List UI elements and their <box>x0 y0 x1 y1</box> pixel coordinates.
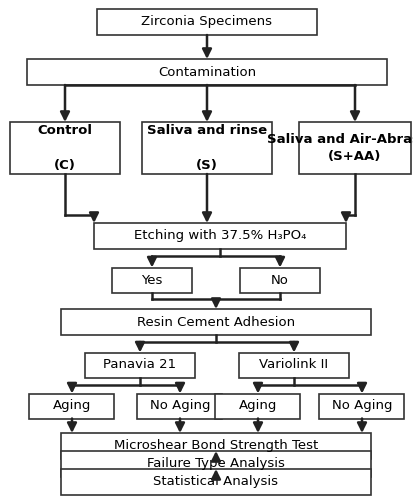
FancyBboxPatch shape <box>27 59 386 85</box>
Text: No Aging: No Aging <box>150 400 210 412</box>
Text: Resin Cement Adhesion: Resin Cement Adhesion <box>137 316 294 328</box>
FancyBboxPatch shape <box>61 309 370 335</box>
Text: Aging: Aging <box>238 400 277 412</box>
FancyBboxPatch shape <box>97 9 316 35</box>
Text: Saliva and Air-Abrasion
(S+AA): Saliva and Air-Abrasion (S+AA) <box>266 133 413 163</box>
FancyBboxPatch shape <box>142 122 271 174</box>
Text: Variolink II: Variolink II <box>259 358 328 372</box>
FancyBboxPatch shape <box>85 352 195 378</box>
FancyBboxPatch shape <box>10 122 120 174</box>
FancyBboxPatch shape <box>319 394 404 418</box>
FancyBboxPatch shape <box>61 433 370 459</box>
Text: Statistical Analysis: Statistical Analysis <box>153 476 278 488</box>
FancyBboxPatch shape <box>137 394 222 418</box>
FancyBboxPatch shape <box>61 469 370 495</box>
Text: Etching with 37.5% H₃PO₄: Etching with 37.5% H₃PO₄ <box>133 230 306 242</box>
FancyBboxPatch shape <box>240 268 319 292</box>
Text: No Aging: No Aging <box>331 400 391 412</box>
FancyBboxPatch shape <box>94 223 345 249</box>
Text: Yes: Yes <box>141 274 162 286</box>
FancyBboxPatch shape <box>61 451 370 477</box>
FancyBboxPatch shape <box>29 394 114 418</box>
FancyBboxPatch shape <box>215 394 300 418</box>
Text: Saliva and rinse

(S): Saliva and rinse (S) <box>147 124 266 172</box>
Text: No: No <box>271 274 288 286</box>
Text: Control

(C): Control (C) <box>38 124 92 172</box>
FancyBboxPatch shape <box>298 122 410 174</box>
FancyBboxPatch shape <box>238 352 348 378</box>
Text: Microshear Bond Strength Test: Microshear Bond Strength Test <box>114 440 317 452</box>
Text: Zirconia Specimens: Zirconia Specimens <box>141 16 272 28</box>
FancyBboxPatch shape <box>112 268 192 292</box>
Text: Panavia 21: Panavia 21 <box>103 358 176 372</box>
Text: Aging: Aging <box>53 400 91 412</box>
Text: Failure Type Analysis: Failure Type Analysis <box>147 458 284 470</box>
Text: Contamination: Contamination <box>157 66 256 78</box>
